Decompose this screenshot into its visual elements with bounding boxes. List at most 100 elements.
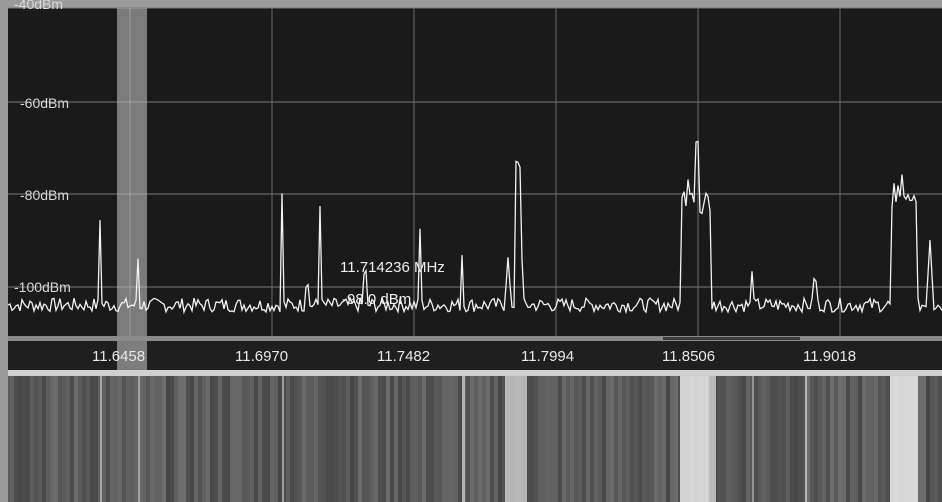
- waterfall-column: [410, 376, 414, 502]
- waterfall-column: [118, 376, 122, 502]
- spectrum-plot[interactable]: -40dBm -60dBm -80dBm -100dBm 11.714236 M…: [0, 0, 942, 370]
- waterfall-column: [482, 376, 486, 502]
- waterfall-column: [334, 376, 338, 502]
- waterfall-column: [66, 376, 70, 502]
- waterfall-column: [726, 376, 730, 502]
- waterfall-signal-streak: [890, 376, 918, 502]
- waterfall-column: [422, 376, 426, 502]
- waterfall-column: [742, 376, 746, 502]
- waterfall-column: [166, 376, 170, 502]
- waterfall-column: [762, 376, 766, 502]
- waterfall-column: [294, 376, 298, 502]
- waterfall-column: [150, 376, 154, 502]
- cursor-frequency-readout: 11.714236 MHz: [340, 259, 445, 276]
- waterfall-column: [770, 376, 774, 502]
- waterfall-column: [918, 376, 922, 502]
- waterfall-column: [54, 376, 58, 502]
- waterfall-column: [326, 376, 330, 502]
- waterfall-column: [58, 376, 62, 502]
- waterfall-column: [818, 376, 822, 502]
- waterfall-column: [130, 376, 134, 502]
- waterfall-column: [718, 376, 722, 502]
- waterfall-column: [34, 376, 38, 502]
- waterfall-signal-streak: [100, 376, 102, 502]
- waterfall-column: [626, 376, 630, 502]
- waterfall-column: [330, 376, 334, 502]
- waterfall-column: [222, 376, 226, 502]
- waterfall-column: [450, 376, 454, 502]
- horizontal-grid: [8, 7, 942, 288]
- waterfall-column: [386, 376, 390, 502]
- waterfall-column: [722, 376, 726, 502]
- waterfall-column: [198, 376, 202, 502]
- waterfall-column: [474, 376, 478, 502]
- waterfall-column: [258, 376, 262, 502]
- waterfall-column: [178, 376, 182, 502]
- waterfall-column: [562, 376, 566, 502]
- waterfall-column: [30, 376, 34, 502]
- waterfall-column: [622, 376, 626, 502]
- waterfall-column: [94, 376, 98, 502]
- selection-band[interactable]: [117, 8, 147, 370]
- waterfall-column: [590, 376, 594, 502]
- waterfall-column: [882, 376, 886, 502]
- waterfall-column: [342, 376, 346, 502]
- scroll-thumb[interactable]: [663, 337, 800, 340]
- waterfall-column: [558, 376, 562, 502]
- waterfall-column: [446, 376, 450, 502]
- waterfall-column: [658, 376, 662, 502]
- waterfall-column: [642, 376, 646, 502]
- waterfall-column: [38, 376, 42, 502]
- waterfall-column: [754, 376, 758, 502]
- waterfall-signal-streak: [282, 376, 284, 502]
- waterfall-column: [598, 376, 602, 502]
- waterfall-column: [402, 376, 406, 502]
- waterfall-column: [190, 376, 194, 502]
- waterfall-column: [862, 376, 866, 502]
- waterfall-column: [842, 376, 846, 502]
- waterfall-column: [246, 376, 250, 502]
- waterfall-column: [734, 376, 738, 502]
- waterfall-column: [794, 376, 798, 502]
- waterfall-column: [618, 376, 622, 502]
- waterfall-column: [174, 376, 178, 502]
- waterfall-column: [610, 376, 614, 502]
- waterfall-column: [202, 376, 206, 502]
- spectrum-background: [8, 8, 942, 338]
- db-label-minus100: -100dBm: [14, 279, 71, 295]
- waterfall-column: [574, 376, 578, 502]
- waterfall-column: [746, 376, 750, 502]
- waterfall-column: [538, 376, 542, 502]
- waterfall-column: [886, 376, 890, 502]
- waterfall-column: [606, 376, 610, 502]
- waterfall-column: [90, 376, 94, 502]
- waterfall-column: [298, 376, 302, 502]
- frequency-axis[interactable]: [8, 336, 942, 370]
- waterfall-column: [838, 376, 842, 502]
- waterfall-column: [926, 376, 930, 502]
- waterfall-column: [846, 376, 850, 502]
- waterfall-column: [106, 376, 110, 502]
- waterfall-column: [638, 376, 642, 502]
- waterfall-column: [802, 376, 806, 502]
- waterfall-column: [766, 376, 770, 502]
- waterfall-column: [102, 376, 106, 502]
- waterfall-column: [162, 376, 166, 502]
- waterfall-column: [186, 376, 190, 502]
- freq-tick-3: 11.7482: [377, 348, 430, 365]
- waterfall-column: [346, 376, 350, 502]
- waterfall-column: [578, 376, 582, 502]
- waterfall-column: [338, 376, 342, 502]
- waterfall-column: [278, 376, 282, 502]
- waterfall-column: [250, 376, 254, 502]
- waterfall-column: [406, 376, 410, 502]
- waterfall-signal-streak: [752, 376, 754, 502]
- waterfall-column: [798, 376, 802, 502]
- waterfall-column: [114, 376, 118, 502]
- waterfall-column: [78, 376, 82, 502]
- waterfall-column: [922, 376, 926, 502]
- waterfall-column: [206, 376, 210, 502]
- waterfall-column: [46, 376, 50, 502]
- waterfall-column: [466, 376, 470, 502]
